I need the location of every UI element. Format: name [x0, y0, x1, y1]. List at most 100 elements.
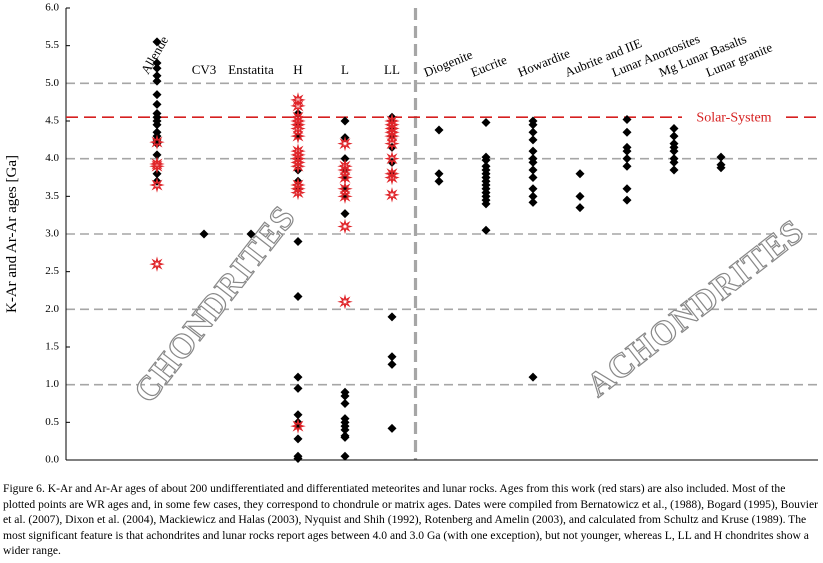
data-point	[149, 158, 165, 174]
y-tick-label: 2.5	[45, 265, 59, 277]
data-point	[290, 154, 306, 171]
data-point	[387, 352, 397, 362]
data-point	[293, 410, 303, 420]
data-point	[290, 150, 306, 167]
data-point	[152, 71, 162, 81]
data-point	[528, 127, 538, 137]
data-point	[528, 146, 538, 156]
data-point	[716, 163, 726, 173]
data-point	[575, 191, 585, 201]
data-point	[290, 92, 306, 108]
data-point	[340, 451, 350, 461]
category-label: Eucrite	[469, 52, 510, 80]
data-point	[290, 113, 306, 129]
data-point	[152, 99, 162, 109]
data-point	[434, 169, 444, 179]
data-point	[384, 150, 400, 167]
data-point	[293, 453, 303, 463]
y-tick-label: 3.0	[45, 228, 59, 240]
figure-caption: Figure 6. K-Ar and Ar-Ar ages of about 2…	[3, 482, 818, 557]
data-point	[622, 184, 632, 194]
data-point	[669, 157, 679, 167]
y-axis-label: K-Ar and Ar-Ar ages [Ga]	[4, 155, 20, 313]
data-point	[290, 181, 306, 197]
data-point	[337, 181, 353, 197]
data-point	[340, 425, 350, 435]
data-point	[152, 150, 162, 160]
data-point	[337, 162, 353, 178]
data-point	[622, 114, 632, 124]
data-point	[669, 124, 679, 134]
data-point	[622, 146, 632, 156]
category-label: L	[341, 62, 349, 77]
reference-label-bg	[682, 109, 786, 126]
category-label: Howardite	[516, 45, 573, 80]
y-tick-label: 0.5	[45, 416, 59, 428]
data-point	[340, 399, 350, 408]
reference-label: Solar-System	[696, 110, 771, 125]
data-point	[387, 359, 397, 369]
data-point	[337, 294, 353, 310]
data-point	[293, 383, 303, 393]
data-point	[622, 195, 632, 205]
data-point	[384, 169, 400, 186]
data-point	[528, 372, 538, 382]
data-point	[384, 187, 400, 203]
data-point	[622, 154, 632, 164]
data-point	[669, 131, 679, 141]
data-point	[290, 184, 306, 201]
data-point	[622, 127, 632, 137]
data-point	[622, 161, 632, 171]
data-point	[340, 391, 350, 401]
category-label: LL	[384, 62, 400, 77]
y-tick-label: 5.0	[45, 77, 59, 89]
category-label: Diogenite	[422, 47, 475, 80]
data-point	[293, 372, 303, 382]
data-point	[152, 76, 162, 86]
data-point	[290, 158, 306, 174]
data-point	[290, 177, 306, 193]
data-point	[669, 146, 679, 156]
data-point	[337, 135, 353, 152]
y-tick-label: 2.0	[45, 303, 59, 315]
data-point	[384, 165, 400, 182]
data-point	[528, 197, 538, 207]
data-point	[340, 116, 350, 126]
data-point	[481, 155, 491, 165]
data-point	[199, 229, 209, 239]
data-point	[152, 37, 162, 47]
category-label: Enstatita	[228, 62, 274, 77]
data-point	[149, 177, 165, 193]
data-point	[293, 292, 303, 302]
data-point	[384, 135, 400, 152]
data-point	[290, 128, 306, 144]
data-point	[528, 135, 538, 145]
data-point	[528, 120, 538, 130]
data-point	[152, 63, 162, 73]
y-tick-label: 4.0	[45, 152, 59, 164]
data-point	[152, 90, 162, 100]
category-label: H	[293, 62, 302, 77]
y-tick-label: 5.5	[45, 39, 59, 51]
data-point	[337, 218, 353, 235]
data-point	[340, 432, 350, 442]
data-point	[387, 423, 397, 433]
y-tick-label: 1.5	[45, 341, 59, 353]
data-point	[384, 128, 400, 144]
data-point	[149, 256, 165, 272]
data-point	[669, 165, 679, 175]
data-point	[149, 134, 165, 150]
data-point	[293, 237, 303, 247]
data-point	[337, 188, 353, 205]
data-point	[152, 58, 162, 68]
data-point	[293, 434, 303, 444]
data-point	[716, 152, 726, 162]
data-point	[290, 418, 306, 434]
data-point	[481, 118, 491, 128]
y-tick-label: 6.0	[45, 2, 59, 14]
group-label: CHONDRITES	[127, 199, 303, 410]
data-point	[528, 157, 538, 167]
y-tick-label: 3.5	[45, 190, 59, 202]
data-point	[575, 169, 585, 179]
